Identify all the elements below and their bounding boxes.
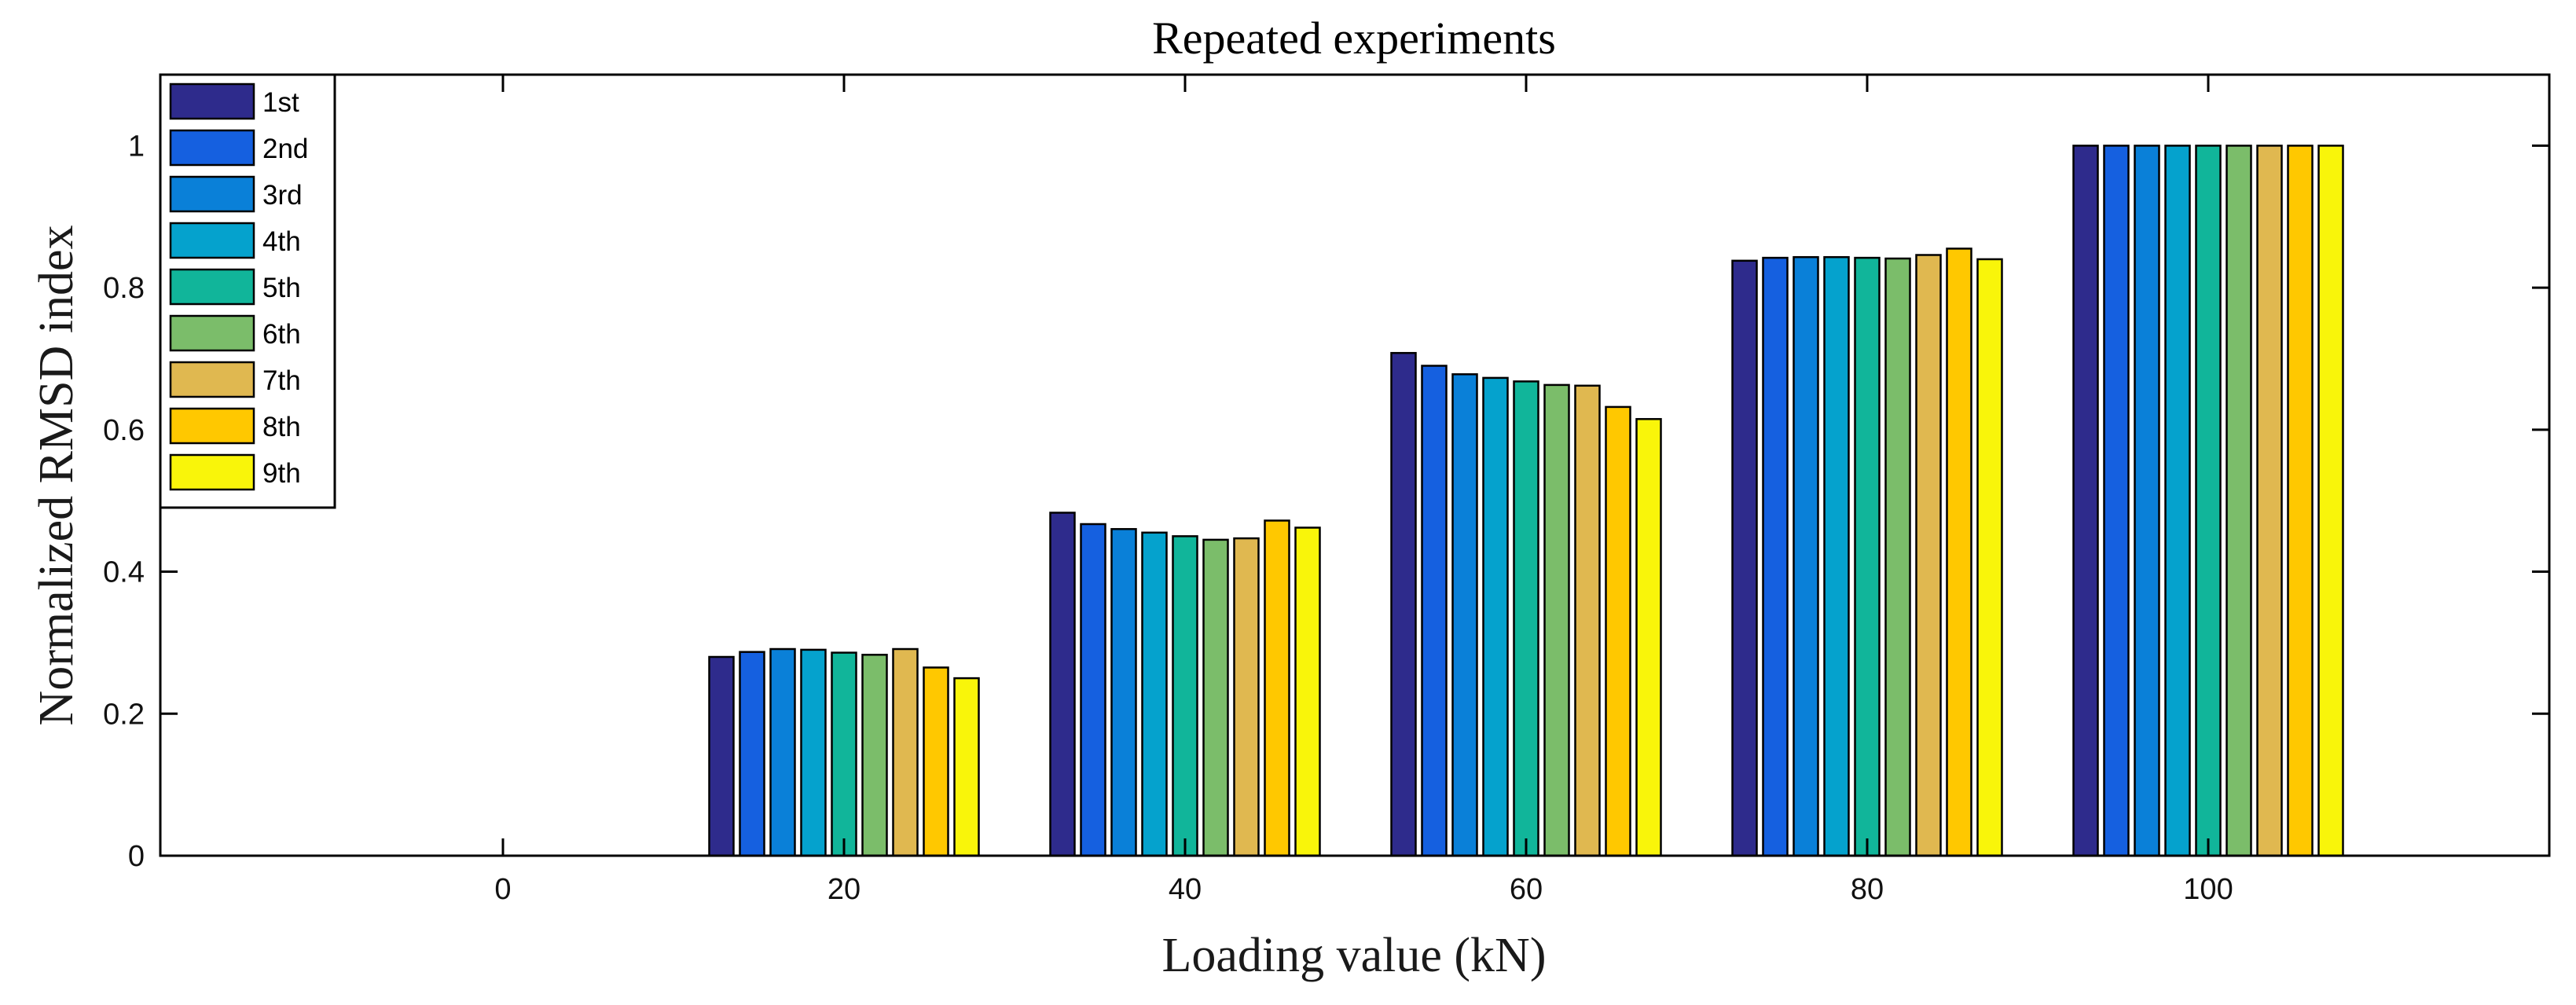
legend-swatch-2nd [169, 129, 255, 167]
bar-1st-20 [708, 655, 735, 857]
chart-title: Repeated experiments [1152, 13, 1556, 64]
bar-2nd-60 [1421, 365, 1448, 857]
x-tick-labels: 0 20 40 60 80 100 [494, 873, 2233, 906]
y-tick-label: 1 [128, 130, 145, 163]
bar-7th-20 [892, 647, 919, 857]
bar-9th-100 [2317, 145, 2344, 857]
bar-3rd-40 [1110, 528, 1137, 857]
bar-8th-100 [2287, 145, 2314, 857]
bar-6th-40 [1202, 538, 1229, 857]
x-tick-label: 0 [494, 873, 511, 906]
y-tick-label: 0.8 [103, 272, 145, 305]
bar-6th-20 [861, 654, 888, 857]
bar-4th-100 [2164, 145, 2191, 857]
bar-2nd-20 [739, 651, 765, 857]
bar-3rd-100 [2134, 145, 2160, 857]
bar-5th-40 [1172, 535, 1198, 857]
bar-7th-100 [2256, 145, 2283, 857]
legend-label-8th: 8th [262, 412, 301, 442]
legend-label-7th: 7th [262, 365, 301, 396]
y-tick-label: 0.6 [103, 414, 145, 447]
bar-1st-40 [1049, 512, 1076, 857]
x-tick-label: 100 [2183, 873, 2233, 906]
y-tick-label: 0.4 [103, 556, 145, 589]
bar-4th-60 [1482, 376, 1509, 857]
legend-label-1st: 1st [262, 87, 299, 118]
legend-swatch-3rd [169, 175, 255, 213]
bar-2nd-80 [1762, 256, 1789, 857]
legend-label-5th: 5th [262, 273, 301, 303]
legend-swatch-9th [169, 453, 255, 491]
x-tick-label: 40 [1169, 873, 1202, 906]
bar-5th-20 [831, 651, 857, 857]
x-tick-label: 20 [827, 873, 861, 906]
bar-2nd-100 [2103, 145, 2130, 857]
bar-2nd-40 [1080, 523, 1106, 857]
legend-swatch-1st [169, 83, 255, 120]
y-tick-label: 0.2 [103, 698, 145, 731]
legend-swatch-7th [169, 361, 255, 398]
bar-3rd-80 [1793, 255, 1819, 857]
bar-6th-100 [2226, 145, 2252, 857]
legend-swatch-6th [169, 314, 255, 352]
legend-swatch-5th [169, 268, 255, 306]
bar-8th-80 [1946, 248, 1972, 857]
bar-group [708, 145, 2344, 857]
bar-5th-80 [1854, 256, 1881, 857]
bar-7th-60 [1574, 384, 1601, 857]
bar-7th-80 [1915, 254, 1942, 857]
bar-8th-60 [1605, 405, 1631, 857]
bar-6th-80 [1884, 257, 1911, 857]
legend-label-4th: 4th [262, 226, 301, 257]
bar-9th-40 [1294, 526, 1321, 857]
bar-4th-20 [800, 648, 827, 857]
bar-8th-40 [1264, 519, 1290, 857]
bar-5th-100 [2195, 145, 2222, 857]
bar-9th-20 [953, 677, 980, 857]
x-tick-label: 80 [1851, 873, 1884, 906]
legend: 1st 2nd 3rd 4th 5th 6th 7th 8th 9th [159, 73, 336, 509]
bar-4th-40 [1141, 531, 1168, 857]
x-axis-label: Loading value (kN) [1162, 929, 1547, 982]
bar-8th-20 [923, 666, 949, 857]
bar-1st-100 [2072, 145, 2099, 857]
bar-5th-60 [1513, 380, 1539, 857]
bar-9th-60 [1635, 418, 1662, 857]
legend-label-2nd: 2nd [262, 134, 308, 164]
legend-label-3rd: 3rd [262, 180, 303, 211]
bar-3rd-20 [769, 647, 796, 857]
legend-swatch-8th [169, 407, 255, 445]
bar-9th-80 [1976, 258, 2003, 857]
legend-label-9th: 9th [262, 458, 301, 489]
bar-3rd-60 [1451, 373, 1478, 857]
bar-1st-80 [1731, 259, 1758, 857]
x-tick-label: 60 [1510, 873, 1543, 906]
bar-4th-80 [1823, 255, 1850, 857]
bar-6th-60 [1543, 383, 1570, 857]
plot-frame [159, 73, 2551, 857]
axis-ticks [160, 75, 2549, 857]
legend-label-6th: 6th [262, 319, 301, 350]
legend-swatch-4th [169, 222, 255, 259]
y-tick-labels: 0 0.2 0.4 0.6 0.8 1 [103, 130, 145, 873]
bar-1st-60 [1390, 351, 1417, 857]
y-axis-label: Normalized RMSD index [30, 225, 83, 725]
y-tick-label: 0 [128, 840, 145, 873]
bar-7th-40 [1233, 537, 1260, 857]
